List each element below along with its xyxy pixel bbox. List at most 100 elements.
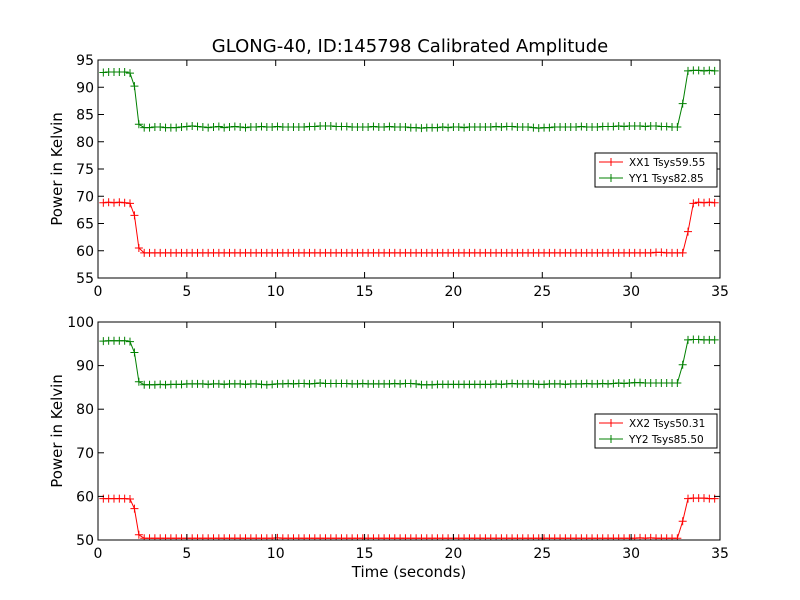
- series-1-1: [99, 198, 719, 257]
- data-point: [273, 122, 282, 131]
- data-point: [577, 122, 586, 131]
- legend-swatch-marker: [607, 174, 615, 182]
- x-tick-label: 0: [94, 546, 103, 562]
- data-point: [593, 123, 602, 132]
- data-point: [614, 121, 623, 130]
- data-point: [572, 123, 581, 132]
- legend: XX1 Tsys59.55 YY1 Tsys82.85: [594, 152, 718, 188]
- legend-label: XX2 Tsys50.31: [629, 418, 705, 430]
- x-tick-label: 25: [533, 284, 551, 300]
- data-point: [678, 360, 687, 369]
- x-tick-label: 10: [267, 546, 285, 562]
- y-tick-label: 55: [76, 271, 94, 287]
- data-point: [401, 123, 410, 132]
- data-point: [134, 377, 143, 386]
- data-point: [214, 122, 223, 131]
- data-point: [125, 69, 134, 78]
- data-point: [700, 66, 709, 75]
- data-point: [678, 248, 687, 257]
- data-point: [609, 122, 618, 131]
- data-point: [545, 123, 554, 132]
- data-point: [188, 121, 197, 130]
- x-tick-label: 15: [356, 284, 374, 300]
- data-point: [156, 123, 165, 132]
- legend-swatch-marker: [607, 419, 615, 427]
- x-tick-label: 25: [533, 546, 551, 562]
- data-point: [524, 123, 533, 132]
- x-tick-label: 30: [622, 546, 640, 562]
- data-point: [641, 122, 650, 131]
- data-point: [220, 123, 229, 132]
- y-tick-label: 95: [76, 53, 94, 69]
- x-tick-label: 5: [182, 284, 191, 300]
- data-point: [99, 68, 108, 77]
- y-tick-label: 100: [67, 315, 94, 331]
- data-point: [412, 123, 421, 132]
- data-point: [120, 336, 129, 345]
- y-axis-title: Power in Kelvin: [48, 112, 66, 226]
- y-tick-label: 80: [76, 135, 94, 151]
- data-point: [182, 122, 191, 131]
- data-point: [134, 530, 143, 539]
- data-point: [134, 244, 143, 253]
- data-point: [230, 122, 239, 131]
- figure-title: GLONG-40, ID:145798 Calibrated Amplitude: [212, 36, 608, 57]
- data-point: [120, 67, 129, 76]
- legend-label: YY2 Tsys85.50: [628, 434, 704, 446]
- data-point: [492, 122, 501, 131]
- data-point: [620, 122, 629, 131]
- legend-label: YY1 Tsys82.85: [628, 173, 704, 185]
- y-tick-label: 70: [76, 189, 94, 205]
- data-point: [433, 123, 442, 132]
- data-point: [172, 123, 181, 132]
- data-point: [417, 124, 426, 133]
- data-point: [673, 123, 682, 132]
- data-point: [700, 198, 709, 207]
- data-point: [636, 121, 645, 130]
- data-point: [326, 121, 335, 130]
- data-point: [534, 124, 543, 133]
- data-point: [125, 495, 134, 504]
- x-tick-label: 5: [182, 546, 191, 562]
- x-tick-label: 30: [622, 284, 640, 300]
- data-point: [652, 121, 661, 130]
- data-point: [130, 211, 139, 220]
- y-tick-label: 90: [76, 80, 94, 96]
- data-point: [125, 337, 134, 346]
- data-point: [380, 123, 389, 132]
- x-tick-label: 10: [267, 284, 285, 300]
- x-tick-label: 35: [711, 284, 729, 300]
- data-point: [257, 122, 266, 131]
- data-point: [694, 66, 703, 75]
- x-tick-label: 0: [94, 284, 103, 300]
- y-tick-label: 60: [76, 489, 94, 505]
- y-tick-label: 90: [76, 359, 94, 375]
- charts: 0 5 10 15 20 25 30 35 55 60 65 70 75 80 85 90 95 Power in…: [48, 53, 729, 581]
- data-point: [673, 534, 682, 540]
- data-point: [104, 198, 113, 207]
- y-tick-label: 75: [76, 162, 94, 178]
- data-point: [204, 123, 213, 132]
- legend-swatch-marker: [607, 158, 615, 166]
- y-tick-label: 70: [76, 446, 94, 462]
- subplot-1: 0 5 10 15 20 25 30 35 55 60 65 70 75 80 85 90 95 Power in…: [48, 53, 729, 300]
- data-point: [241, 123, 250, 132]
- x-tick-label: 20: [445, 546, 463, 562]
- data-point: [486, 123, 495, 132]
- data-point: [662, 122, 671, 131]
- data-point: [130, 82, 139, 91]
- x-tick-label: 35: [711, 546, 729, 562]
- data-point: [115, 198, 124, 207]
- subplot-2: 0 5 10 15 20 25 30 35 50 60 70 80 90 100 Power in Kelv…: [48, 315, 729, 581]
- data-point: [454, 123, 463, 132]
- data-point: [145, 123, 154, 132]
- y-axis-title: Power in Kelvin: [48, 374, 66, 488]
- data-point: [130, 504, 139, 513]
- series-2-1: [99, 494, 719, 540]
- data-point: [710, 66, 719, 75]
- data-point: [310, 122, 319, 131]
- data-point: [300, 123, 309, 132]
- data-point: [109, 198, 118, 207]
